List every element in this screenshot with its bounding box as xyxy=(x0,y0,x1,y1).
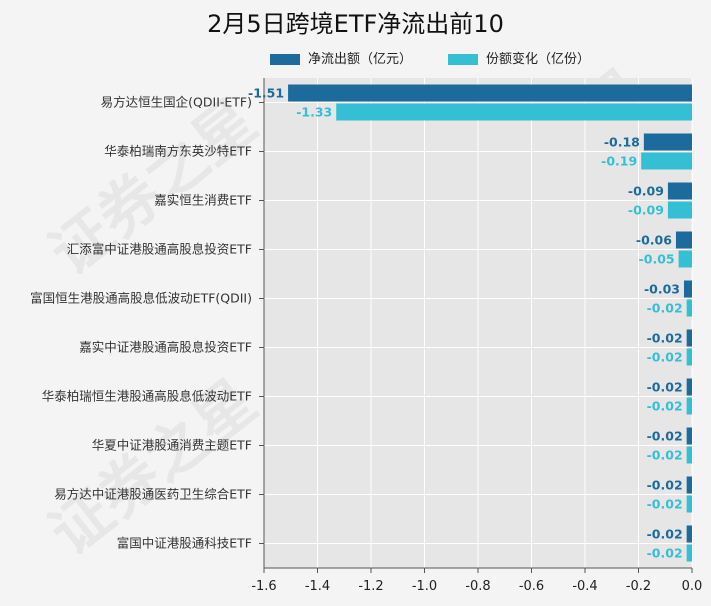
category-label: 汇添富中证港股通高股息投资ETF xyxy=(67,242,252,257)
bar-net-outflow xyxy=(686,378,692,396)
data-label: -0.06 xyxy=(636,233,672,248)
category-label: 华泰柏瑞南方东英沙特ETF xyxy=(104,144,252,159)
bar-net-outflow xyxy=(683,280,692,298)
data-label: -0.02 xyxy=(647,331,683,346)
bar-share-change xyxy=(686,348,692,366)
category-label: 嘉实恒生消费ETF xyxy=(154,193,252,208)
legend-item-share-change: 份额变化（亿份） xyxy=(448,48,590,67)
bar-share-change xyxy=(686,544,692,562)
chart-title: 2月5日跨境ETF净流出前10 xyxy=(207,10,504,38)
bar-net-outflow xyxy=(643,133,692,151)
data-label: -0.02 xyxy=(647,429,683,444)
x-tick-label: -1.6 xyxy=(251,579,276,594)
category-label: 华夏中证港股通消费主题ETF xyxy=(92,438,252,453)
bar-share-change xyxy=(686,299,692,317)
data-label: -0.02 xyxy=(647,448,683,463)
data-label: -0.09 xyxy=(628,184,664,199)
data-label: -0.18 xyxy=(604,135,640,150)
legend-swatch xyxy=(270,54,300,65)
bar-share-change xyxy=(667,201,692,219)
x-tick-label: -0.4 xyxy=(572,579,597,594)
bar-share-change xyxy=(686,495,692,513)
x-tick-label: -1.2 xyxy=(358,579,383,594)
bar-net-outflow xyxy=(675,231,692,249)
data-label: -0.02 xyxy=(647,497,683,512)
data-label: -0.02 xyxy=(647,546,683,561)
x-tick-label: -1.4 xyxy=(305,579,330,594)
data-label: -0.05 xyxy=(639,252,675,267)
x-tick-label: -0.6 xyxy=(519,579,544,594)
bar-share-change xyxy=(336,103,692,121)
bar-net-outflow xyxy=(686,329,692,347)
bar-net-outflow xyxy=(686,525,692,543)
data-label: -0.02 xyxy=(647,478,683,493)
bar-net-outflow xyxy=(667,182,692,200)
legend-item-net-outflow: 净流出额（亿元） xyxy=(270,48,412,67)
category-label: 华泰柏瑞恒生港股通高股息低波动ETF xyxy=(42,389,252,404)
data-label: -1.51 xyxy=(248,86,284,101)
x-tick-label: 0.0 xyxy=(682,579,703,594)
bar-net-outflow xyxy=(686,427,692,445)
data-label: -0.02 xyxy=(647,380,683,395)
category-label: 富国恒生港股通高股息低波动ETF(QDII) xyxy=(30,291,252,306)
data-label: -0.03 xyxy=(644,282,680,297)
x-tick-label: -0.2 xyxy=(626,579,651,594)
bar-net-outflow xyxy=(288,84,692,102)
data-label: -0.19 xyxy=(601,154,637,169)
legend-swatch xyxy=(448,54,478,65)
legend-label: 份额变化（亿份） xyxy=(486,52,591,67)
category-label: 嘉实中证港股通高股息投资ETF xyxy=(79,340,252,355)
data-label: -0.09 xyxy=(628,203,664,218)
bar-share-change xyxy=(641,152,692,170)
category-label: 富国中证港股通科技ETF xyxy=(117,536,252,551)
category-label: 易方达恒生国企(QDII-ETF) xyxy=(101,95,252,110)
bar-share-change xyxy=(686,446,692,464)
x-tick-label: -0.8 xyxy=(465,579,490,594)
category-label: 易方达中证港股通医药卫生综合ETF xyxy=(54,487,252,502)
data-label: -0.02 xyxy=(647,350,683,365)
x-tick-label: -1.0 xyxy=(412,579,437,594)
data-label: -0.02 xyxy=(647,301,683,316)
bar-share-change xyxy=(686,397,692,415)
data-label: -0.02 xyxy=(647,527,683,542)
bar-net-outflow xyxy=(686,476,692,494)
legend-label: 净流出额（亿元） xyxy=(308,52,413,67)
data-label: -1.33 xyxy=(296,105,332,120)
data-label: -0.02 xyxy=(647,399,683,414)
bar-share-change xyxy=(678,250,692,268)
